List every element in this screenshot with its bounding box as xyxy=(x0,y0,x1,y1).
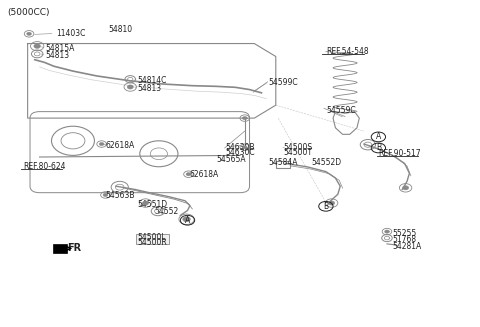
Text: REF.54-548: REF.54-548 xyxy=(326,47,369,56)
Text: 54565A: 54565A xyxy=(216,155,246,164)
Circle shape xyxy=(103,193,108,197)
Text: 54500S: 54500S xyxy=(283,143,312,152)
Text: 54500T: 54500T xyxy=(283,148,312,157)
Text: 54281A: 54281A xyxy=(393,242,422,251)
Text: 54551D: 54551D xyxy=(137,199,168,209)
Circle shape xyxy=(127,85,133,89)
Text: 62618A: 62618A xyxy=(190,170,219,179)
Text: 62618A: 62618A xyxy=(106,141,135,150)
Circle shape xyxy=(143,201,149,205)
Circle shape xyxy=(403,186,408,190)
Text: 54813: 54813 xyxy=(45,51,70,60)
Bar xyxy=(136,234,169,244)
Circle shape xyxy=(27,32,32,35)
Text: 11403C: 11403C xyxy=(56,29,85,38)
Text: FR: FR xyxy=(67,243,82,253)
Circle shape xyxy=(242,116,247,120)
Text: 54599C: 54599C xyxy=(269,78,298,87)
Bar xyxy=(53,244,67,253)
Text: 55255: 55255 xyxy=(393,229,417,238)
Text: REF.90-517: REF.90-517 xyxy=(378,149,421,158)
Text: 51768: 51768 xyxy=(393,235,417,244)
Text: 54815A: 54815A xyxy=(45,44,75,53)
Text: 54810: 54810 xyxy=(109,26,133,34)
Text: 54630C: 54630C xyxy=(226,148,255,157)
Text: A: A xyxy=(376,132,381,141)
Text: B: B xyxy=(324,202,328,211)
Text: B: B xyxy=(376,144,381,152)
Text: 54559C: 54559C xyxy=(326,106,356,114)
Text: A: A xyxy=(185,216,190,225)
Circle shape xyxy=(242,146,247,149)
Circle shape xyxy=(183,217,191,222)
Text: (5000CC): (5000CC) xyxy=(7,8,49,17)
Text: 54814C: 54814C xyxy=(137,76,167,85)
Text: 54500R: 54500R xyxy=(137,238,167,248)
Text: 54552: 54552 xyxy=(154,207,179,216)
Circle shape xyxy=(34,44,40,48)
Text: 54563B: 54563B xyxy=(106,191,135,200)
Text: 54813: 54813 xyxy=(137,84,162,94)
Text: 54630B: 54630B xyxy=(226,143,255,152)
Text: 54584A: 54584A xyxy=(269,158,298,167)
Circle shape xyxy=(186,173,191,176)
Text: 54552D: 54552D xyxy=(312,158,342,167)
Circle shape xyxy=(99,143,104,146)
Text: 54500L: 54500L xyxy=(137,233,166,242)
Circle shape xyxy=(328,201,335,205)
Bar xyxy=(276,161,289,168)
Text: REF.80-624: REF.80-624 xyxy=(23,162,65,171)
Circle shape xyxy=(384,230,389,233)
